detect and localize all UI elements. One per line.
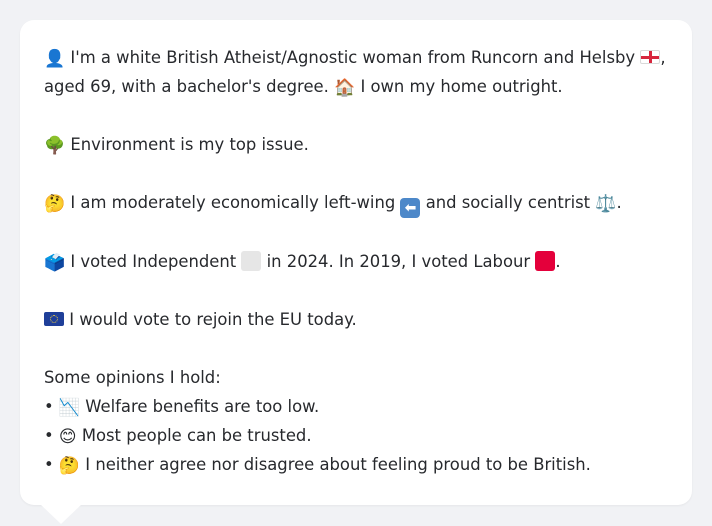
- ballot-box-icon: 🗳️: [44, 253, 66, 273]
- list-item: • 😊 Most people can be trusted.: [44, 421, 668, 450]
- intro-line1-end: ,: [660, 48, 666, 67]
- opinions-list: • 📉 Welfare benefits are too low. • 😊 Mo…: [44, 392, 668, 479]
- social-text: and socially centrist: [425, 193, 591, 212]
- top-issue-paragraph: 🌳 Environment is my top issue.: [44, 130, 668, 159]
- house-icon: 🏠: [334, 78, 356, 98]
- bullet: •: [44, 397, 54, 416]
- england-flag-icon: [640, 50, 661, 64]
- intro-paragraph: 👤 I'm a white British Atheist/Agnostic w…: [44, 43, 668, 101]
- voting-end: .: [555, 252, 561, 271]
- vote-2019-text: in 2024. In 2019, I voted Labour: [266, 252, 531, 271]
- person-icon: 👤: [44, 49, 66, 69]
- ideology-paragraph: 🤔 I am moderately economically left-wing…: [44, 188, 668, 218]
- voting-paragraph: 🗳️ I voted Independent in 2024. In 2019,…: [44, 247, 668, 276]
- left-arrow-icon: ⬅: [400, 198, 421, 218]
- thinking-face-icon: 🤔: [44, 194, 66, 214]
- chart-decreasing-icon: 📉: [58, 398, 81, 418]
- intro-line2: aged 69, with a bachelor's degree.: [44, 77, 329, 96]
- smiling-face-icon: 😊: [58, 427, 77, 447]
- bullet: •: [44, 426, 54, 445]
- vote-2024-text: I voted Independent: [70, 252, 237, 271]
- chat-bubble: 👤 I'm a white British Atheist/Agnostic w…: [20, 20, 692, 505]
- eu-text: I would vote to rejoin the EU today.: [69, 310, 357, 329]
- economic-text: I am moderately economically left-wing: [70, 193, 396, 212]
- bubble-tail: [40, 504, 82, 524]
- scales-icon: ⚖️: [595, 194, 617, 214]
- bullet: •: [44, 455, 54, 474]
- opinion-text: I neither agree nor disagree about feeli…: [85, 455, 591, 474]
- opinions-heading: Some opinions I hold:: [44, 368, 221, 387]
- tree-icon: 🌳: [44, 136, 66, 156]
- home-ownership: I own my home outright.: [360, 77, 563, 96]
- opinion-text: Welfare benefits are too low.: [85, 397, 320, 416]
- ideology-end: .: [616, 193, 622, 212]
- list-item: • 📉 Welfare benefits are too low.: [44, 392, 668, 421]
- list-item: • 🤔 I neither agree nor disagree about f…: [44, 450, 668, 479]
- eu-paragraph: I would vote to rejoin the EU today.: [44, 305, 668, 334]
- thinking-face-icon: 🤔: [58, 456, 81, 476]
- top-issue-text: Environment is my top issue.: [70, 135, 309, 154]
- eu-flag-icon: [44, 312, 64, 326]
- opinion-text: Most people can be trusted.: [81, 426, 312, 445]
- independent-color-square: [241, 251, 262, 271]
- intro-line1: I'm a white British Atheist/Agnostic wom…: [70, 48, 636, 67]
- labour-color-square: [535, 251, 556, 271]
